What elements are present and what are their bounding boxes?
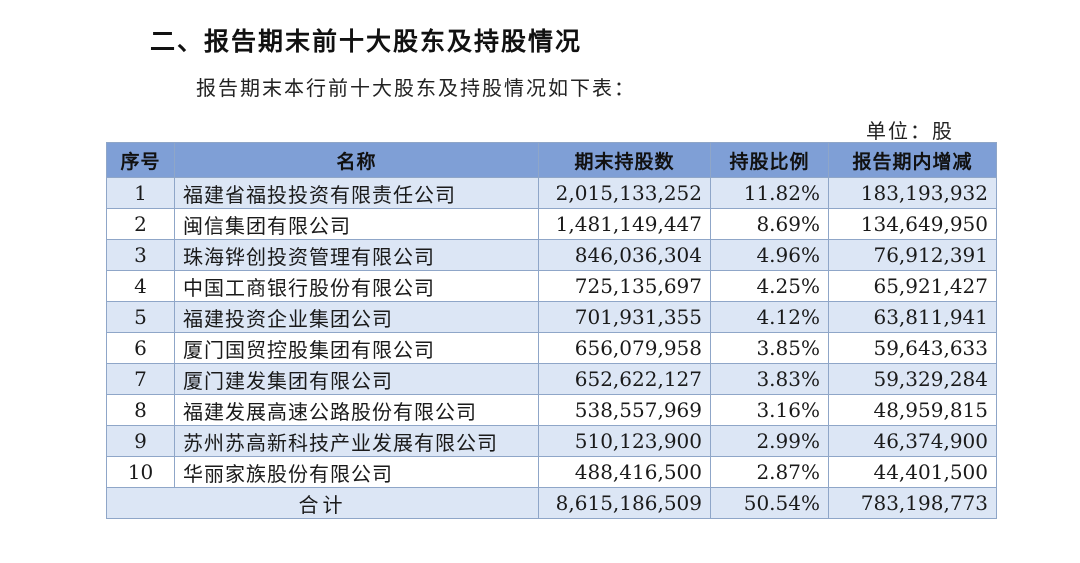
holder-ratio: 2.99%	[710, 425, 829, 457]
holder-shares: 2,015,133,252	[538, 177, 711, 209]
holder-change: 59,643,633	[828, 332, 997, 364]
holder-ratio: 4.25%	[710, 270, 829, 302]
header-ratio: 持股比例	[710, 142, 829, 178]
row-index: 8	[106, 394, 175, 426]
holder-name: 中国工商银行股份有限公司	[174, 270, 539, 302]
table-row: 4 中国工商银行股份有限公司 725,135,697 4.25% 65,921,…	[106, 270, 997, 302]
holder-change: 76,912,391	[828, 239, 997, 271]
holder-ratio: 3.85%	[710, 332, 829, 364]
holder-shares: 510,123,900	[538, 425, 711, 457]
table-row: 6 厦门国贸控股集团有限公司 656,079,958 3.85% 59,643,…	[106, 332, 997, 364]
holder-shares: 701,931,355	[538, 301, 711, 333]
row-index: 9	[106, 425, 175, 457]
holder-shares: 725,135,697	[538, 270, 711, 302]
unit-label: 单位：股	[866, 119, 954, 143]
holder-name: 福建投资企业集团公司	[174, 301, 539, 333]
table-row: 1 福建省福投投资有限责任公司 2,015,133,252 11.82% 183…	[106, 177, 997, 209]
holder-change: 65,921,427	[828, 270, 997, 302]
table-row: 3 珠海铧创投资管理有限公司 846,036,304 4.96% 76,912,…	[106, 239, 997, 271]
holder-name: 珠海铧创投资管理有限公司	[174, 239, 539, 271]
holder-change: 59,329,284	[828, 363, 997, 395]
holder-name: 苏州苏高新科技产业发展有限公司	[174, 425, 539, 457]
row-index: 6	[106, 332, 175, 364]
total-ratio: 50.54%	[710, 487, 829, 519]
total-label: 合计	[106, 487, 539, 519]
holder-name: 华丽家族股份有限公司	[174, 456, 539, 488]
intro-text: 报告期末本行前十大股东及持股情况如下表：	[196, 76, 636, 100]
holder-change: 46,374,900	[828, 425, 997, 457]
holder-name: 厦门建发集团有限公司	[174, 363, 539, 395]
table-row: 9 苏州苏高新科技产业发展有限公司 510,123,900 2.99% 46,3…	[106, 425, 997, 457]
holder-ratio: 8.69%	[710, 208, 829, 240]
holder-name: 福建省福投投资有限责任公司	[174, 177, 539, 209]
holder-shares: 538,557,969	[538, 394, 711, 426]
holder-ratio: 4.12%	[710, 301, 829, 333]
table-row: 5 福建投资企业集团公司 701,931,355 4.12% 63,811,94…	[106, 301, 997, 333]
holder-shares: 656,079,958	[538, 332, 711, 364]
row-index: 10	[106, 456, 175, 488]
holder-shares: 652,622,127	[538, 363, 711, 395]
row-index: 7	[106, 363, 175, 395]
holder-name: 福建发展高速公路股份有限公司	[174, 394, 539, 426]
holder-change: 183,193,932	[828, 177, 997, 209]
header-change: 报告期内增减	[828, 142, 997, 178]
table-row: 2 闽信集团有限公司 1,481,149,447 8.69% 134,649,9…	[106, 208, 997, 240]
holder-shares: 488,416,500	[538, 456, 711, 488]
header-shares: 期末持股数	[538, 142, 711, 178]
holder-change: 48,959,815	[828, 394, 997, 426]
table-row: 10 华丽家族股份有限公司 488,416,500 2.87% 44,401,5…	[106, 456, 997, 488]
holder-ratio: 11.82%	[710, 177, 829, 209]
table-row: 7 厦门建发集团有限公司 652,622,127 3.83% 59,329,28…	[106, 363, 997, 395]
holder-change: 134,649,950	[828, 208, 997, 240]
holder-ratio: 4.96%	[710, 239, 829, 271]
header-index: 序号	[106, 142, 175, 178]
holder-ratio: 3.83%	[710, 363, 829, 395]
holder-shares: 1,481,149,447	[538, 208, 711, 240]
holder-ratio: 3.16%	[710, 394, 829, 426]
row-index: 5	[106, 301, 175, 333]
row-index: 2	[106, 208, 175, 240]
table-row: 8 福建发展高速公路股份有限公司 538,557,969 3.16% 48,95…	[106, 394, 997, 426]
total-change: 783,198,773	[828, 487, 997, 519]
holder-change: 63,811,941	[828, 301, 997, 333]
row-index: 1	[106, 177, 175, 209]
holder-ratio: 2.87%	[710, 456, 829, 488]
row-index: 3	[106, 239, 175, 271]
holder-change: 44,401,500	[828, 456, 997, 488]
holder-shares: 846,036,304	[538, 239, 711, 271]
shareholders-table: 序号 名称 期末持股数 持股比例 报告期内增减 1 福建省福投投资有限责任公司 …	[106, 142, 997, 519]
holder-name: 闽信集团有限公司	[174, 208, 539, 240]
header-name: 名称	[174, 142, 539, 178]
total-row: 合计 8,615,186,509 50.54% 783,198,773	[106, 487, 997, 519]
section-heading: 二、报告期末前十大股东及持股情况	[150, 27, 583, 56]
table-header-row: 序号 名称 期末持股数 持股比例 报告期内增减	[106, 142, 997, 178]
row-index: 4	[106, 270, 175, 302]
total-shares: 8,615,186,509	[538, 487, 711, 519]
holder-name: 厦门国贸控股集团有限公司	[174, 332, 539, 364]
